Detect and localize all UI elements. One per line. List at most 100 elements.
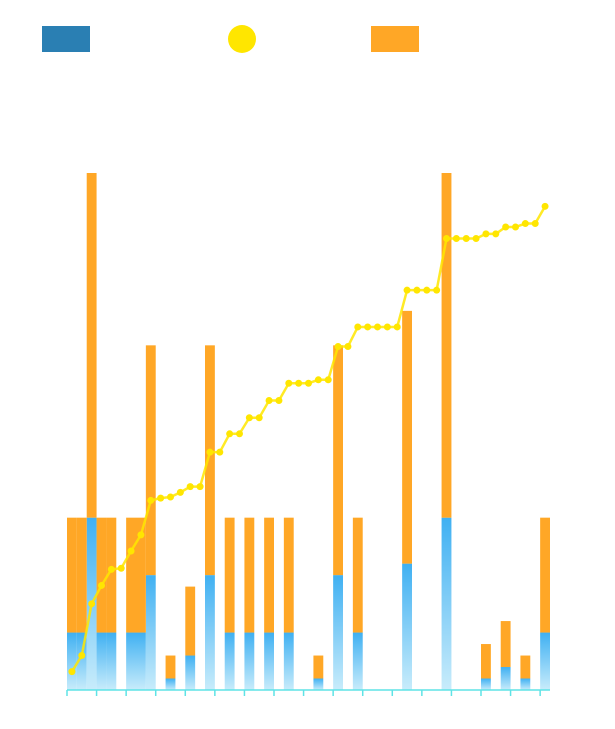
line-point	[502, 223, 510, 231]
line-point	[176, 488, 184, 496]
line-point	[167, 493, 174, 501]
bar-segment	[313, 678, 324, 690]
bar-segment	[165, 655, 176, 679]
line-point	[462, 234, 470, 242]
line-point	[127, 547, 135, 555]
bar-segment	[264, 632, 274, 690]
bar-segment	[500, 621, 511, 668]
line-point	[314, 376, 322, 384]
legend-swatch	[371, 26, 419, 52]
bar-segment	[352, 632, 363, 690]
bar-segment	[481, 678, 491, 690]
bar-segment	[283, 632, 294, 690]
line-point	[226, 430, 234, 438]
bar-segment	[313, 655, 324, 679]
line-point	[295, 379, 303, 387]
line-point	[98, 581, 105, 589]
legend-swatch	[228, 25, 256, 53]
bar-segment	[540, 517, 550, 633]
bar-segment	[224, 632, 235, 690]
line-point	[423, 286, 431, 294]
bar-segment	[540, 632, 550, 690]
line-point	[531, 220, 539, 228]
line-point	[68, 668, 76, 676]
bar-segment	[67, 632, 77, 690]
bar-segment	[76, 517, 87, 633]
bar-segment	[106, 517, 117, 633]
line-point	[186, 483, 194, 491]
bar-segment	[283, 517, 294, 633]
line-point	[482, 230, 490, 238]
line-point	[344, 342, 352, 350]
bar-segment	[126, 632, 136, 690]
bar-segment	[96, 517, 107, 633]
bar-segment	[205, 575, 215, 690]
legend-swatch	[42, 26, 90, 52]
line-point	[137, 531, 145, 539]
line-point	[403, 286, 411, 294]
bar-segment	[500, 667, 511, 690]
bar-segment	[126, 517, 136, 633]
line-point	[265, 396, 273, 404]
line-point	[275, 396, 283, 404]
bar-segment	[165, 678, 176, 690]
line-point	[324, 376, 332, 384]
line-point	[413, 286, 421, 294]
line-point	[364, 323, 372, 331]
bar-segment	[244, 632, 255, 690]
line-point	[236, 430, 243, 438]
bar-segment	[205, 345, 215, 576]
line-point	[78, 652, 86, 660]
line-point	[117, 564, 125, 572]
line-point	[245, 414, 253, 422]
line-point	[492, 230, 500, 238]
bar-segment	[481, 644, 491, 679]
line-point	[521, 220, 529, 228]
bar-segment	[333, 345, 343, 576]
bar-segment	[441, 173, 452, 518]
bar-segment	[106, 632, 117, 690]
bar-segment	[136, 517, 146, 633]
bar-segment	[441, 517, 452, 690]
bar-segment	[244, 517, 255, 633]
line-point	[433, 286, 441, 294]
line-point	[107, 565, 115, 573]
line-point	[452, 234, 460, 242]
line-point	[216, 448, 224, 456]
bar-segment	[333, 575, 343, 690]
line-point	[196, 483, 204, 491]
bar-segment	[402, 310, 412, 564]
line-point	[383, 323, 391, 331]
line-point	[472, 234, 480, 242]
line-point	[443, 234, 450, 242]
bar-segment	[145, 575, 156, 690]
bar-segment	[136, 632, 146, 690]
line-point	[305, 379, 312, 387]
bar-segment	[352, 517, 363, 633]
line-point	[157, 494, 165, 502]
bar-segment	[86, 173, 97, 518]
bar-segment	[520, 678, 531, 690]
bar-segment	[67, 517, 77, 633]
line-point	[512, 223, 519, 231]
line-point	[541, 202, 549, 210]
bar-segment	[402, 563, 412, 690]
bar-segment	[145, 345, 156, 576]
line-point	[354, 323, 362, 331]
bar-segment	[224, 517, 235, 633]
line-point	[393, 323, 401, 331]
line-point	[206, 448, 214, 456]
line-point	[147, 496, 155, 504]
line-point	[88, 600, 96, 608]
line-point	[285, 379, 293, 387]
line-point	[334, 342, 342, 350]
line-point	[255, 414, 263, 422]
bar-segment	[76, 632, 87, 690]
line-point	[374, 323, 381, 331]
bar-segment	[185, 655, 196, 690]
bar-segment	[96, 632, 107, 690]
bar-segment	[264, 517, 274, 633]
bar-segment	[185, 586, 196, 656]
